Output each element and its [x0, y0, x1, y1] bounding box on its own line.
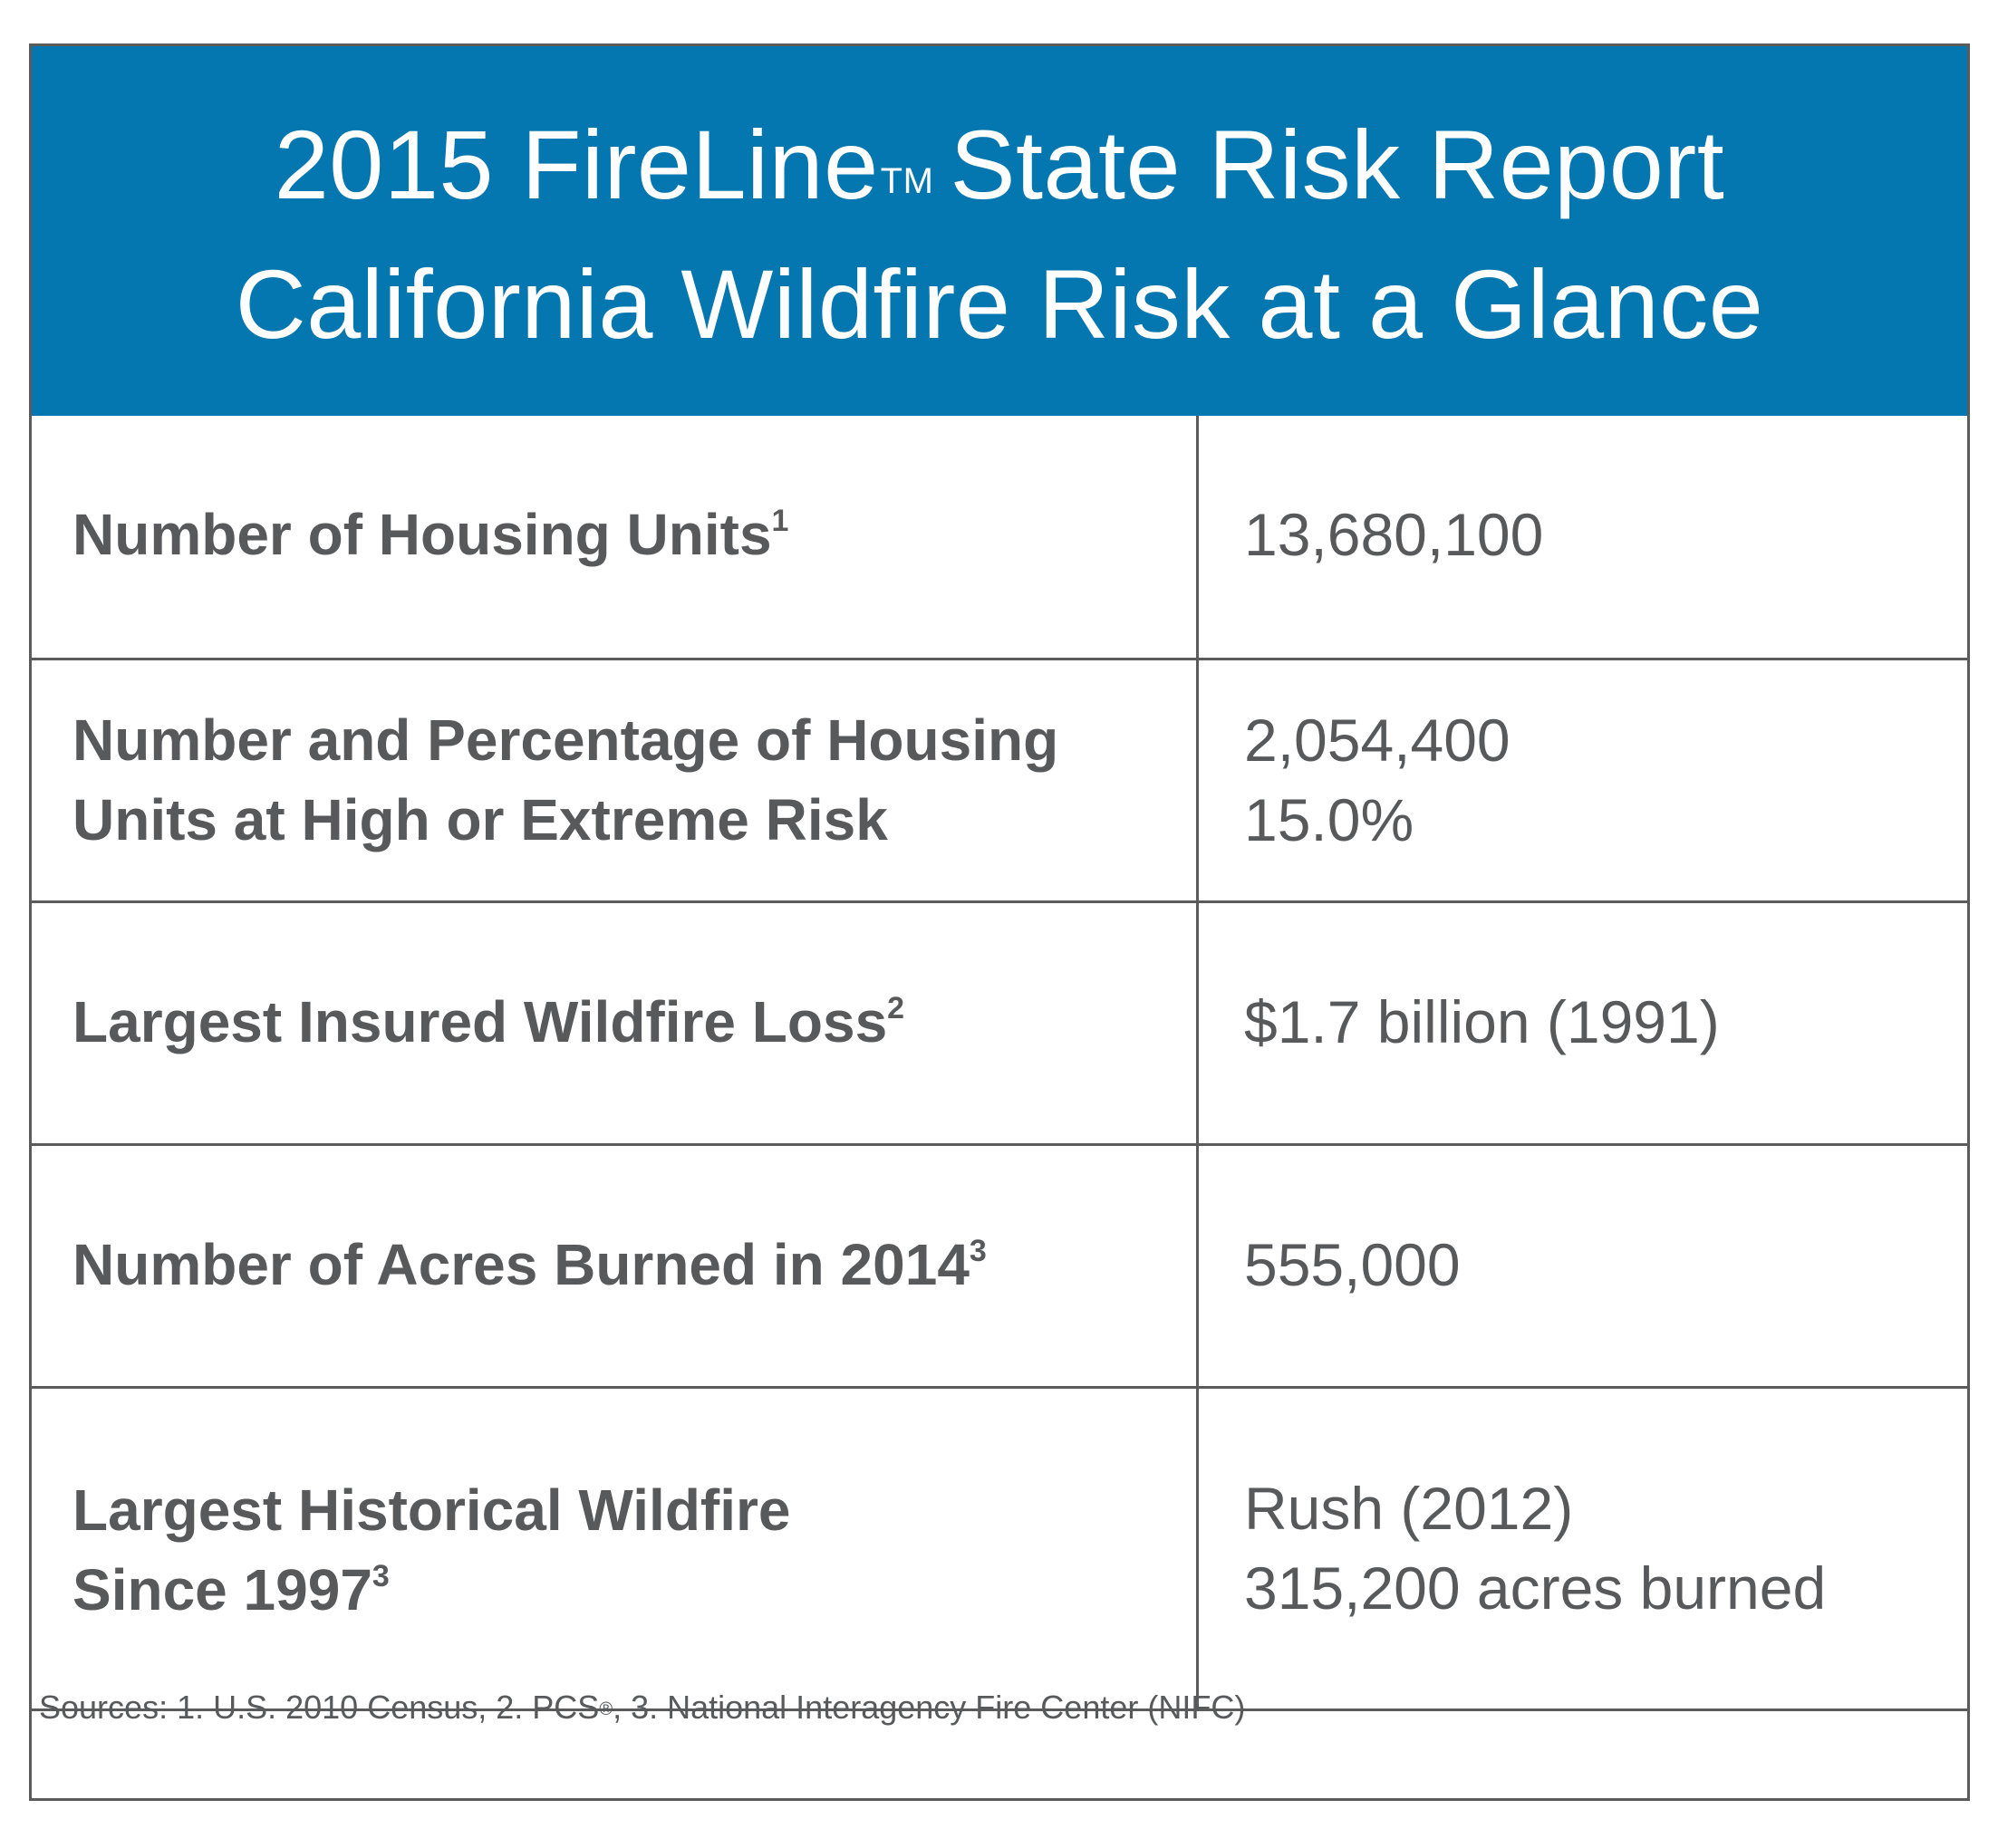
risk-report-table-frame: 2015 FireLineTM State Risk Report Califor…: [29, 43, 1970, 1801]
table-row-acres-burned: Number of Acres Burned in 20143 555,000: [32, 1146, 1967, 1389]
sources-footnote: Sources: 1. U.S. 2010 Census, 2. PCS®, 3…: [39, 1689, 1246, 1726]
row-value: 555,000: [1244, 1231, 1461, 1298]
report-title-line-2: California Wildfire Risk at a Glance: [235, 249, 1764, 359]
table-row-historical-wildfire: Largest Historical Wildfire Since 19973 R…: [32, 1389, 1967, 1711]
row-value: $1.7 billion (1991): [1244, 988, 1720, 1055]
title-fireline: 2015 FireLine: [274, 110, 879, 219]
row-value: 13,680,100: [1244, 501, 1544, 568]
table-row-high-risk-units: Number and Percentage of Housing Units at…: [32, 660, 1967, 903]
row-value: 2,054,400 15.0%: [1244, 707, 1511, 853]
row-label: Largest Insured Wildfire Loss2: [72, 989, 905, 1054]
row-label: Number and Percentage of Housing Units at…: [72, 707, 1059, 852]
row-value: Rush (2012) 315,200 acres burned: [1244, 1475, 1827, 1622]
title-state-risk-report: State Risk Report: [950, 110, 1725, 219]
row-label: Number of Acres Burned in 20143: [72, 1232, 987, 1297]
row-label: Largest Historical Wildfire Since 19973: [72, 1477, 791, 1622]
column-divider: [1196, 416, 1199, 1711]
report-title-line-1: 2015 FireLineTM State Risk Report: [32, 111, 1967, 219]
report-header: 2015 FireLineTM State Risk Report Califor…: [32, 46, 1967, 416]
trademark-mark: TM: [880, 161, 934, 201]
table-row-housing-units: Number of Housing Units1 13,680,100: [32, 416, 1967, 660]
row-label: Number of Housing Units1: [72, 502, 789, 567]
table-row-insured-loss: Largest Insured Wildfire Loss2 $1.7 bill…: [32, 903, 1967, 1146]
